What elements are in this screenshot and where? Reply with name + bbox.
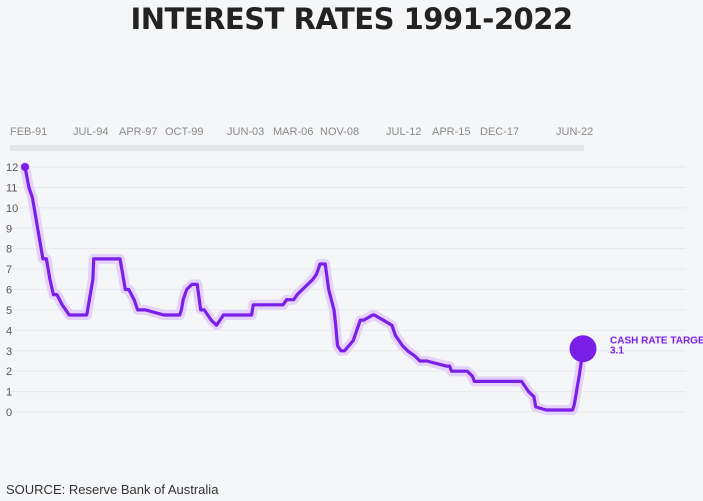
y-tick-label: 3 [6,346,12,358]
y-tick-label: 0 [6,407,12,419]
x-tick-label: DEC-17 [480,126,519,138]
y-tick-label: 1 [6,387,12,399]
y-tick-label: 6 [6,285,12,297]
y-tick-label: 8 [6,244,12,256]
grid-lines [10,166,686,413]
x-tick-label: JUL-12 [386,126,421,138]
start-point [21,163,29,171]
y-tick-label: 5 [6,305,12,317]
x-axis-ticks: FEB-91 JUL-94 APR-97 OCT-99 JUN-03 MAR-06 NOV-… [10,126,593,138]
y-tick-label: 9 [6,223,12,235]
source-note: SOURCE: Reserve Bank of Australia [6,482,219,497]
x-tick-label: APR-97 [119,126,158,138]
y-tick-label: 2 [6,366,12,378]
x-tick-label: JUL-94 [73,126,108,138]
x-tick-label: OCT-99 [165,126,204,138]
x-tick-label: FEB-91 [10,126,47,138]
axis-band [10,145,584,151]
x-tick-label: APR-15 [432,126,471,138]
series-line [23,165,585,412]
y-tick-label: 7 [6,264,12,276]
y-tick-label: 10 [6,203,18,215]
x-tick-label: MAR-06 [273,126,313,138]
x-tick-label: JUN-22 [556,126,593,138]
chart-title: INTEREST RATES 1991-2022 [130,2,573,36]
x-tick-label: JUN-03 [227,126,264,138]
x-axis-band [10,145,584,151]
annotation-value: 3.1 [610,346,624,357]
y-tick-label: 4 [6,325,12,337]
current-rate-marker [569,335,597,363]
y-tick-label: 12 [6,162,18,174]
annotation-label: CASH RATE TARGET [610,336,703,347]
y-tick-label: 11 [6,182,17,194]
x-tick-label: NOV-08 [320,126,359,138]
